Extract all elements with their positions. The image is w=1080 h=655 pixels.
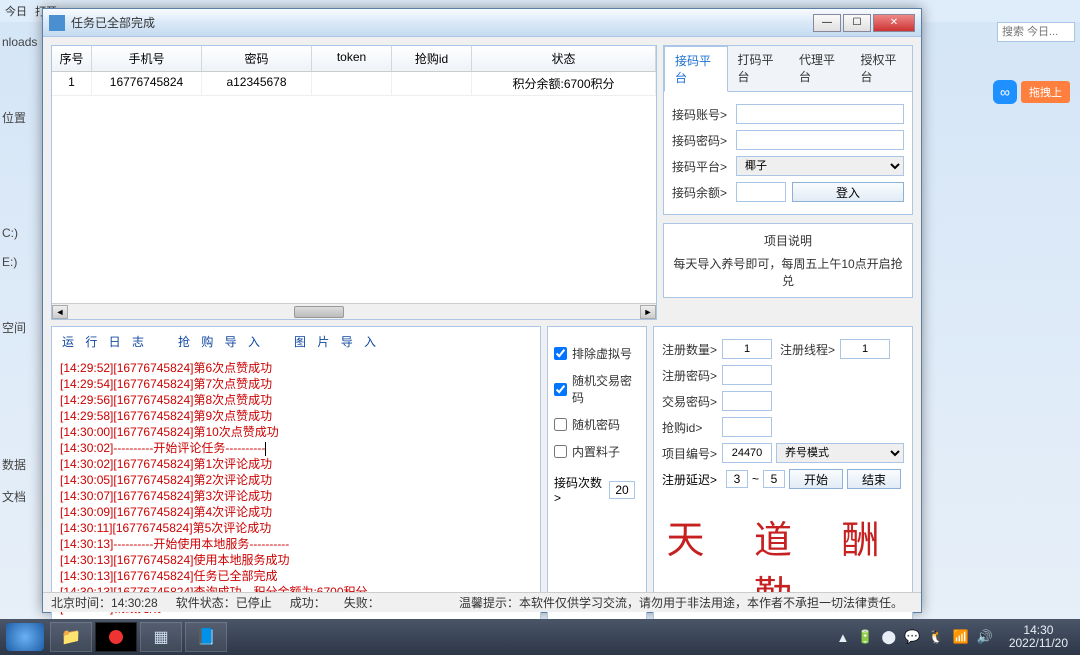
chat-icon[interactable]: 💬 xyxy=(904,629,920,645)
platform-label: 接码平台> xyxy=(672,158,736,175)
motto-text: 天 道 酬 勤 xyxy=(662,495,904,633)
log-output[interactable]: [14:29:52][16776745824]第6次点赞成功[14:29:54]… xyxy=(52,356,540,620)
share-label: 拖拽上 xyxy=(1021,81,1070,103)
mode-select[interactable]: 养号模式 xyxy=(776,443,904,463)
check-random-trade-pwd[interactable]: 随机交易密码 xyxy=(554,372,640,406)
disclaimer: 温馨提示：本软件仅供学习交流，请勿用于非法用途，本作者不承担一切法律责任。 xyxy=(459,594,903,611)
share-widget[interactable]: ∞ 拖拽上 xyxy=(993,80,1070,104)
data-table: 序号 手机号 密码 token 抢购id 状态 1 16776745824 a1… xyxy=(51,45,657,320)
tab-shouquan[interactable]: 授权平台 xyxy=(851,46,913,91)
check-builtin[interactable]: 内置料子 xyxy=(554,443,640,460)
beijing-time: 14:30:28 xyxy=(111,596,158,610)
shield-icon[interactable]: ⬤ xyxy=(882,629,897,645)
clock[interactable]: 14:30 2022/11/20 xyxy=(1009,624,1068,650)
scroll-left-icon[interactable]: ◄ xyxy=(52,305,68,319)
main-window: 任务已全部完成 — ☐ ✕ 序号 手机号 密码 token 抢购id 状态 1 … xyxy=(42,8,922,613)
scroll-thumb[interactable] xyxy=(294,306,344,318)
delay-min-input[interactable] xyxy=(726,470,748,488)
delay-max-input[interactable] xyxy=(763,470,785,488)
account-label: 接码账号> xyxy=(672,106,736,123)
table-row[interactable]: 1 16776745824 a12345678 积分余额:6700积分 xyxy=(52,72,656,96)
app-icon xyxy=(49,15,65,31)
platform-panel: 接码平台 打码平台 代理平台 授权平台 接码账号> 接码密码> 接码平台>椰子 … xyxy=(663,45,913,215)
log-tab-run[interactable]: 运 行 日 志 xyxy=(62,333,148,350)
platform-select[interactable]: 椰子 xyxy=(736,156,904,176)
check-random-pwd[interactable]: 随机密码 xyxy=(554,416,640,433)
log-tab-import[interactable]: 抢 购 导 入 xyxy=(178,333,264,350)
reg-pwd-input[interactable] xyxy=(722,365,772,385)
end-button[interactable]: 结束 xyxy=(847,469,901,489)
project-id-input[interactable] xyxy=(722,443,772,463)
penguin-icon[interactable]: 🐧 xyxy=(928,629,944,645)
table-header: 序号 手机号 密码 token 抢购id 状态 xyxy=(52,46,656,72)
cloud-icon: ∞ xyxy=(993,80,1017,104)
tab-dama[interactable]: 打码平台 xyxy=(728,46,790,91)
fail-count: 失败： xyxy=(344,594,380,611)
system-tray[interactable]: ▲ 🔋 ⬤ 💬 🐧 📶 🔊 14:30 2022/11/20 xyxy=(836,624,1074,650)
taskbar[interactable]: 📁 ▦ 📘 ▲ 🔋 ⬤ 💬 🐧 📶 🔊 14:30 2022/11/20 xyxy=(0,619,1080,655)
close-button[interactable]: ✕ xyxy=(873,14,915,32)
password-label: 接码密码> xyxy=(672,132,736,149)
success-count: 成功： xyxy=(290,594,326,611)
start-button[interactable]: 开始 xyxy=(789,469,843,489)
maximize-button[interactable]: ☐ xyxy=(843,14,871,32)
scroll-right-icon[interactable]: ► xyxy=(640,305,656,319)
search-input[interactable] xyxy=(997,22,1075,42)
tab-jiema[interactable]: 接码平台 xyxy=(664,46,728,92)
desc-title: 项目说明 xyxy=(672,232,904,249)
soft-status: 已停止 xyxy=(236,596,272,610)
reg-count-input[interactable] xyxy=(722,339,772,359)
buy-id-input[interactable] xyxy=(722,417,772,437)
account-input[interactable] xyxy=(736,104,904,124)
description-box: 项目说明 每天导入养号即可，每周五上午10点开启抢兑 xyxy=(663,223,913,298)
task-recorder[interactable] xyxy=(95,622,137,652)
platform-tabs: 接码平台 打码平台 代理平台 授权平台 xyxy=(664,46,912,92)
desc-text: 每天导入养号即可，每周五上午10点开启抢兑 xyxy=(672,255,904,289)
trade-pwd-input[interactable] xyxy=(722,391,772,411)
desktop-labels: nloads 位置 C:) E:) 空间 数据 文档 xyxy=(0,20,35,600)
password-input[interactable] xyxy=(736,130,904,150)
battery-icon[interactable]: 🔋 xyxy=(857,629,873,645)
task-app2[interactable]: 📘 xyxy=(185,622,227,652)
tray-icon[interactable]: ▲ xyxy=(836,630,849,645)
sound-icon[interactable]: 🔊 xyxy=(977,629,993,645)
today-label: 今日 xyxy=(5,3,27,19)
statusbar: 北京时间：14:30:28 软件状态：已停止 成功： 失败： 温馨提示：本软件仅… xyxy=(43,592,921,612)
tab-daili[interactable]: 代理平台 xyxy=(789,46,851,91)
net-icon[interactable]: 📶 xyxy=(952,629,968,645)
minimize-button[interactable]: — xyxy=(813,14,841,32)
task-app1[interactable]: ▦ xyxy=(140,622,182,652)
recv-count-input[interactable] xyxy=(609,481,635,499)
login-button[interactable]: 登入 xyxy=(792,182,904,202)
balance-input[interactable] xyxy=(736,182,786,202)
start-button-os[interactable] xyxy=(6,623,44,651)
task-explorer[interactable]: 📁 xyxy=(50,622,92,652)
reg-thread-input[interactable] xyxy=(840,339,890,359)
titlebar[interactable]: 任务已全部完成 — ☐ ✕ xyxy=(43,9,921,37)
log-tab-image[interactable]: 图 片 导 入 xyxy=(294,333,380,350)
recv-count-label: 接码次数> xyxy=(554,474,605,505)
h-scrollbar[interactable]: ◄ ► xyxy=(52,303,656,319)
check-exclude-virtual[interactable]: 排除虚拟号 xyxy=(554,345,640,362)
balance-label: 接码余额> xyxy=(672,184,736,201)
window-title: 任务已全部完成 xyxy=(71,14,811,31)
